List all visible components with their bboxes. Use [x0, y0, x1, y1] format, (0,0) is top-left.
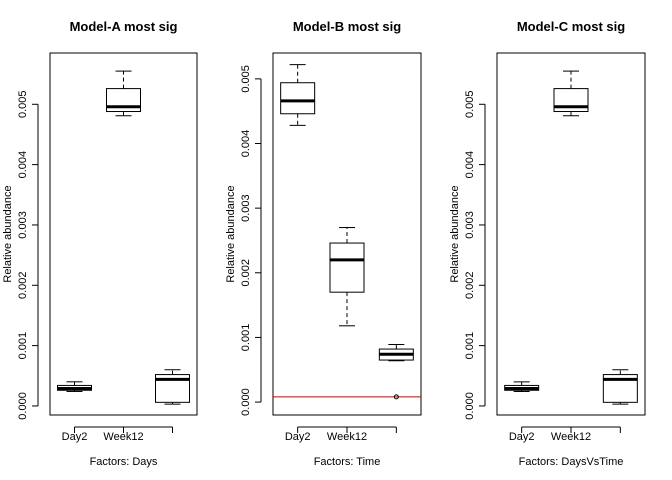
outlier-point — [393, 394, 399, 400]
x-tick-label: Day2 — [509, 431, 535, 443]
y-axis-label: Relative abundance — [449, 185, 461, 282]
chart-title: Model-C most sig — [517, 19, 625, 34]
x-tick-label: Week12 — [327, 431, 367, 443]
y-tick-label: 0.000 — [17, 392, 29, 420]
x-tick-label: Day2 — [285, 431, 311, 443]
box-1 — [280, 64, 316, 126]
y-axis-label: Relative abundance — [225, 185, 237, 282]
y-tick-label: 0.003 — [464, 211, 476, 239]
y-tick-label: 0.005 — [464, 91, 476, 119]
x-tick-label: Week12 — [551, 431, 591, 443]
y-tick-label: 0.005 — [17, 91, 29, 119]
box-1 — [504, 381, 540, 392]
y-tick-label: 0.004 — [17, 151, 29, 179]
y-tick-label: 0.002 — [464, 272, 476, 300]
box-iqr — [329, 242, 365, 293]
box-1 — [57, 381, 92, 392]
y-tick-label: 0.001 — [464, 332, 476, 360]
panel-3: Model-C most sig 0.000 0.001 0.002 0.003 0.00… — [449, 19, 646, 468]
y-tick-label: 0.004 — [240, 130, 252, 158]
x-tick-label: Week12 — [103, 431, 143, 443]
chart-title: Model-B most sig — [293, 19, 401, 34]
x-axis-label: Factors: Days — [90, 456, 158, 468]
y-tick-label: 0.004 — [464, 151, 476, 179]
plot-frame — [496, 52, 646, 416]
box-3 — [378, 344, 414, 400]
y-tick-label: 0.002 — [17, 272, 29, 300]
panel-1: Model-A most sig 0.000 0.001 0.002 0.003 0.00… — [2, 19, 198, 468]
plot-frame — [272, 52, 422, 416]
y-axis-label: Relative abundance — [2, 185, 14, 282]
y-tick-label: 0.000 — [240, 388, 252, 416]
box-3 — [602, 369, 638, 405]
y-tick-label: 0.003 — [17, 211, 29, 239]
box-2 — [329, 227, 365, 327]
y-tick-label: 0.000 — [464, 392, 476, 420]
x-axis-label: Factors: DaysVsTime — [519, 456, 624, 468]
x-tick-label: Day2 — [62, 431, 88, 443]
box-2 — [106, 70, 141, 117]
plot-frame — [49, 52, 198, 416]
y-tick-label: 0.005 — [240, 65, 252, 93]
y-tick-label: 0.001 — [17, 332, 29, 360]
box-3 — [155, 369, 190, 405]
y-tick-label: 0.003 — [240, 194, 252, 222]
y-tick-label: 0.001 — [240, 324, 252, 352]
x-axis-label: Factors: Time — [314, 456, 381, 468]
box-2 — [553, 70, 589, 117]
panel-2: Model-B most sig 0.000 0.001 0.002 0.003 0.00… — [225, 19, 422, 468]
y-tick-label: 0.002 — [240, 259, 252, 287]
chart-title: Model-A most sig — [70, 19, 178, 34]
box-iqr — [280, 82, 316, 115]
